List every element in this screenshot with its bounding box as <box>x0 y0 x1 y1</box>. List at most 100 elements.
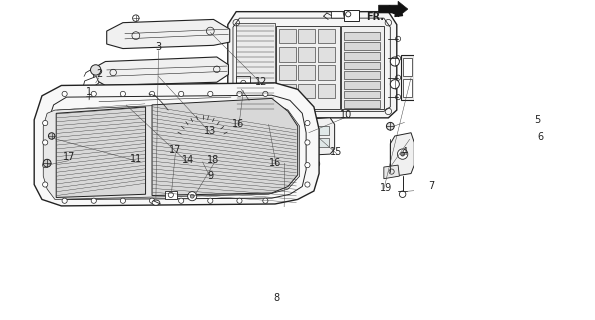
Circle shape <box>386 122 394 130</box>
Text: 9: 9 <box>207 171 214 181</box>
Text: 7: 7 <box>428 181 435 191</box>
Circle shape <box>263 91 268 96</box>
Circle shape <box>43 163 48 168</box>
Circle shape <box>90 65 101 75</box>
Bar <box>305 126 316 135</box>
Text: 17: 17 <box>168 145 181 155</box>
Bar <box>298 84 315 98</box>
Text: 1: 1 <box>86 87 92 97</box>
Circle shape <box>208 198 213 203</box>
Bar <box>293 126 303 135</box>
Ellipse shape <box>304 159 320 169</box>
Polygon shape <box>56 107 146 197</box>
Polygon shape <box>276 26 340 109</box>
Polygon shape <box>390 133 414 176</box>
Circle shape <box>43 159 51 167</box>
Circle shape <box>263 198 268 203</box>
Polygon shape <box>384 165 399 179</box>
Polygon shape <box>288 118 334 156</box>
Circle shape <box>178 91 184 96</box>
Polygon shape <box>152 99 298 196</box>
Circle shape <box>262 115 273 125</box>
Bar <box>298 65 315 80</box>
Bar <box>318 65 334 80</box>
Polygon shape <box>34 83 319 206</box>
Bar <box>345 52 380 60</box>
Text: 3: 3 <box>155 42 162 52</box>
Polygon shape <box>345 10 359 21</box>
Circle shape <box>149 198 155 203</box>
Polygon shape <box>43 100 300 199</box>
Polygon shape <box>331 12 345 18</box>
Polygon shape <box>165 191 177 199</box>
Circle shape <box>48 133 55 139</box>
Circle shape <box>208 91 213 96</box>
Circle shape <box>120 198 126 203</box>
Text: 4: 4 <box>402 147 408 157</box>
Circle shape <box>237 91 242 96</box>
Bar <box>279 84 296 98</box>
Circle shape <box>397 149 408 159</box>
Polygon shape <box>403 58 412 76</box>
Text: 16: 16 <box>232 119 245 129</box>
Text: FR.: FR. <box>366 12 384 22</box>
Bar <box>318 29 334 44</box>
Ellipse shape <box>171 111 234 187</box>
Text: 16: 16 <box>269 158 281 168</box>
Polygon shape <box>236 76 250 89</box>
Circle shape <box>43 182 48 187</box>
Polygon shape <box>401 55 414 100</box>
Polygon shape <box>82 76 99 91</box>
Bar <box>345 81 380 89</box>
Text: 10: 10 <box>340 110 352 120</box>
Bar <box>345 42 380 50</box>
Text: 6: 6 <box>537 132 544 142</box>
Bar <box>345 91 380 99</box>
Circle shape <box>91 198 96 203</box>
Polygon shape <box>107 20 230 49</box>
Text: 18: 18 <box>208 155 220 165</box>
Circle shape <box>43 120 48 126</box>
Bar <box>345 100 380 108</box>
Bar <box>305 138 316 147</box>
Bar <box>298 47 315 61</box>
Polygon shape <box>236 23 275 110</box>
Bar <box>345 61 380 69</box>
Bar <box>345 71 380 79</box>
Bar <box>318 126 329 135</box>
Circle shape <box>305 182 310 187</box>
Text: 19: 19 <box>380 183 393 193</box>
Circle shape <box>91 91 96 96</box>
Bar <box>318 84 334 98</box>
Polygon shape <box>142 92 184 116</box>
FancyArrow shape <box>387 6 403 16</box>
Text: 11: 11 <box>130 154 142 164</box>
Circle shape <box>399 191 406 197</box>
Circle shape <box>187 192 197 201</box>
Bar <box>318 138 329 147</box>
Circle shape <box>305 163 310 168</box>
Bar <box>293 138 303 147</box>
Bar <box>279 47 296 61</box>
Bar <box>345 32 380 40</box>
Text: 15: 15 <box>330 147 343 156</box>
Text: 5: 5 <box>534 115 540 125</box>
Circle shape <box>390 80 399 89</box>
Bar <box>318 47 334 61</box>
Circle shape <box>190 194 194 198</box>
Circle shape <box>86 92 92 99</box>
Bar <box>298 29 315 44</box>
Circle shape <box>305 140 310 145</box>
Bar <box>279 29 296 44</box>
Bar <box>279 65 296 80</box>
Text: 2: 2 <box>96 69 102 79</box>
Circle shape <box>305 120 310 126</box>
Circle shape <box>400 152 405 156</box>
Polygon shape <box>378 1 408 17</box>
Polygon shape <box>403 79 412 97</box>
Circle shape <box>62 91 67 96</box>
Polygon shape <box>87 87 233 118</box>
Polygon shape <box>341 26 384 109</box>
Text: 8: 8 <box>273 293 280 303</box>
Circle shape <box>43 140 48 145</box>
